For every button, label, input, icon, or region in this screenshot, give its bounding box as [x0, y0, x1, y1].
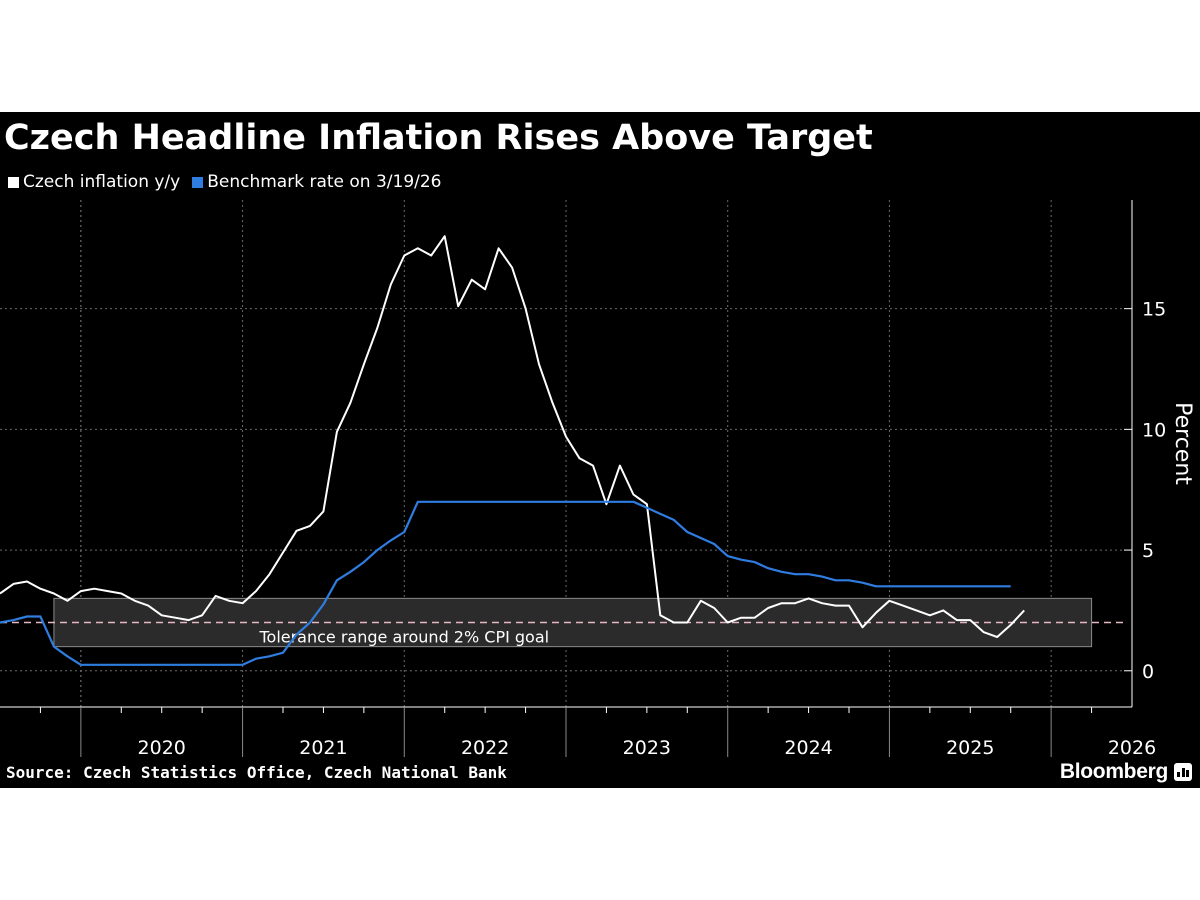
grid-lines [0, 200, 1124, 707]
y-tick-label: 0 [1142, 661, 1154, 683]
chart-legend: Czech inflation y/y Benchmark rate on 3/… [8, 170, 454, 194]
x-tick-label: 2023 [623, 737, 671, 759]
x-tick-label: 2024 [784, 737, 832, 759]
benchmark-rate-line [0, 500, 1011, 666]
chart-card: Czech Headline Inflation Rises Above Tar… [0, 112, 1200, 788]
bloomberg-logo: Bloomberg [1060, 759, 1192, 785]
chart-title: Czech Headline Inflation Rises Above Tar… [4, 118, 873, 158]
x-tick-label: 2022 [461, 737, 509, 759]
x-tick-label: 2025 [946, 737, 994, 759]
legend-swatch-inflation [8, 176, 19, 188]
x-tick-label: 2020 [138, 737, 186, 759]
axes: 2020 2021 2022 2023 2024 2025 2026 0 5 10 15 Percen… [0, 200, 1195, 759]
brand-name: Bloomberg [1059, 760, 1168, 783]
source-note: Source: Czech Statistics Office, Czech N… [6, 763, 507, 782]
legend-label-benchmark: Benchmark rate on 3/19/26 [207, 172, 442, 192]
y-tick-label: 5 [1142, 540, 1154, 562]
x-tick-label: 2026 [1108, 737, 1156, 759]
legend-label-inflation: Czech inflation y/y [23, 172, 181, 192]
legend-item-benchmark: Benchmark rate on 3/19/26 [192, 172, 442, 192]
x-tick-label: 2021 [299, 737, 347, 759]
y-tick-label: 10 [1142, 419, 1166, 441]
tolerance-band: Tolerance range around 2% CPI goal [0, 597, 1128, 648]
bloomberg-chart-icon [1174, 763, 1192, 781]
y-tick-label: 15 [1142, 299, 1166, 321]
band-label: Tolerance range around 2% CPI goal [258, 628, 549, 647]
y-axis-title: Percent [1170, 402, 1195, 485]
line-chart: Tolerance range around 2% CPI goal 2020 2… [0, 200, 1195, 759]
legend-swatch-benchmark [192, 176, 204, 188]
series-lines [0, 235, 1025, 666]
inflation-line [0, 235, 1025, 638]
legend-item-inflation: Czech inflation y/y [8, 172, 180, 192]
